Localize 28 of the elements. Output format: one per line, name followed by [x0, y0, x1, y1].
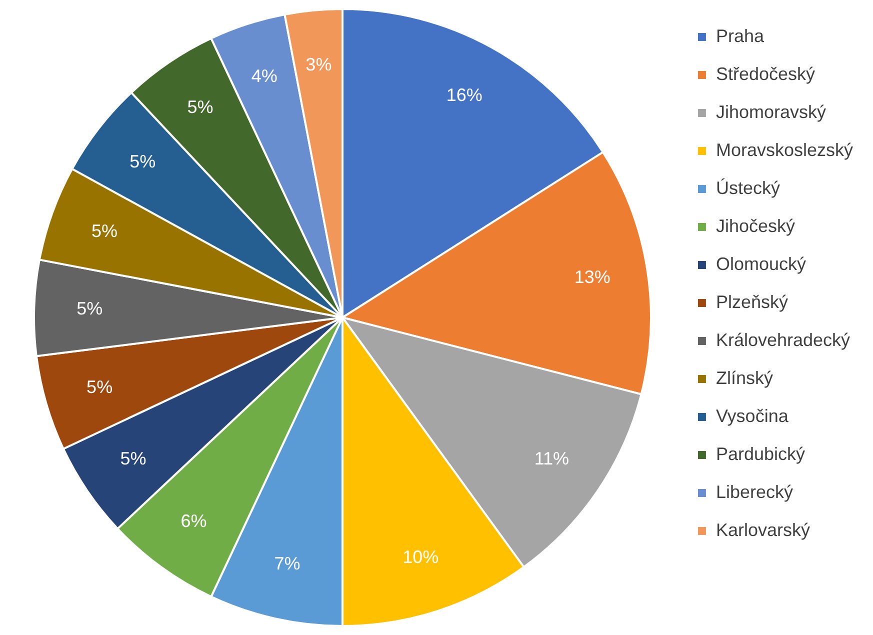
- data-label: 5%: [187, 97, 214, 118]
- data-label: 5%: [86, 377, 113, 398]
- legend-label: Liberecký: [716, 482, 794, 502]
- data-label: 4%: [251, 66, 278, 86]
- data-label: 11%: [534, 448, 570, 469]
- data-label: 5%: [120, 448, 146, 469]
- data-label: 6%: [180, 511, 207, 532]
- data-label: 10%: [402, 547, 439, 568]
- data-label: 5%: [130, 151, 156, 172]
- legend-label: Karlovarský: [716, 520, 810, 540]
- data-label: 5%: [91, 220, 118, 241]
- legend-label: Plzeňský: [716, 292, 788, 312]
- legend-label: Jihočeský: [716, 216, 795, 236]
- legend-label: Středočeský: [716, 64, 816, 84]
- data-label: 7%: [274, 553, 300, 574]
- legend-label: Pardubický: [716, 444, 806, 464]
- legend-label: Praha: [716, 26, 765, 46]
- legend-label: Jihomoravský: [716, 102, 826, 122]
- legend-label: Zlínský: [716, 368, 773, 388]
- legend-label: Ústecký: [716, 178, 780, 198]
- legend-label: Olomoucký: [716, 254, 806, 274]
- legend-label: Moravskoslezský: [716, 140, 853, 160]
- data-label: 16%: [446, 84, 482, 105]
- data-label: 13%: [574, 266, 610, 287]
- data-label: 5%: [76, 298, 103, 319]
- data-label: 3%: [306, 54, 332, 75]
- legend-label: Vysočina: [716, 406, 790, 426]
- legend-label: Královehradecký: [716, 330, 850, 350]
